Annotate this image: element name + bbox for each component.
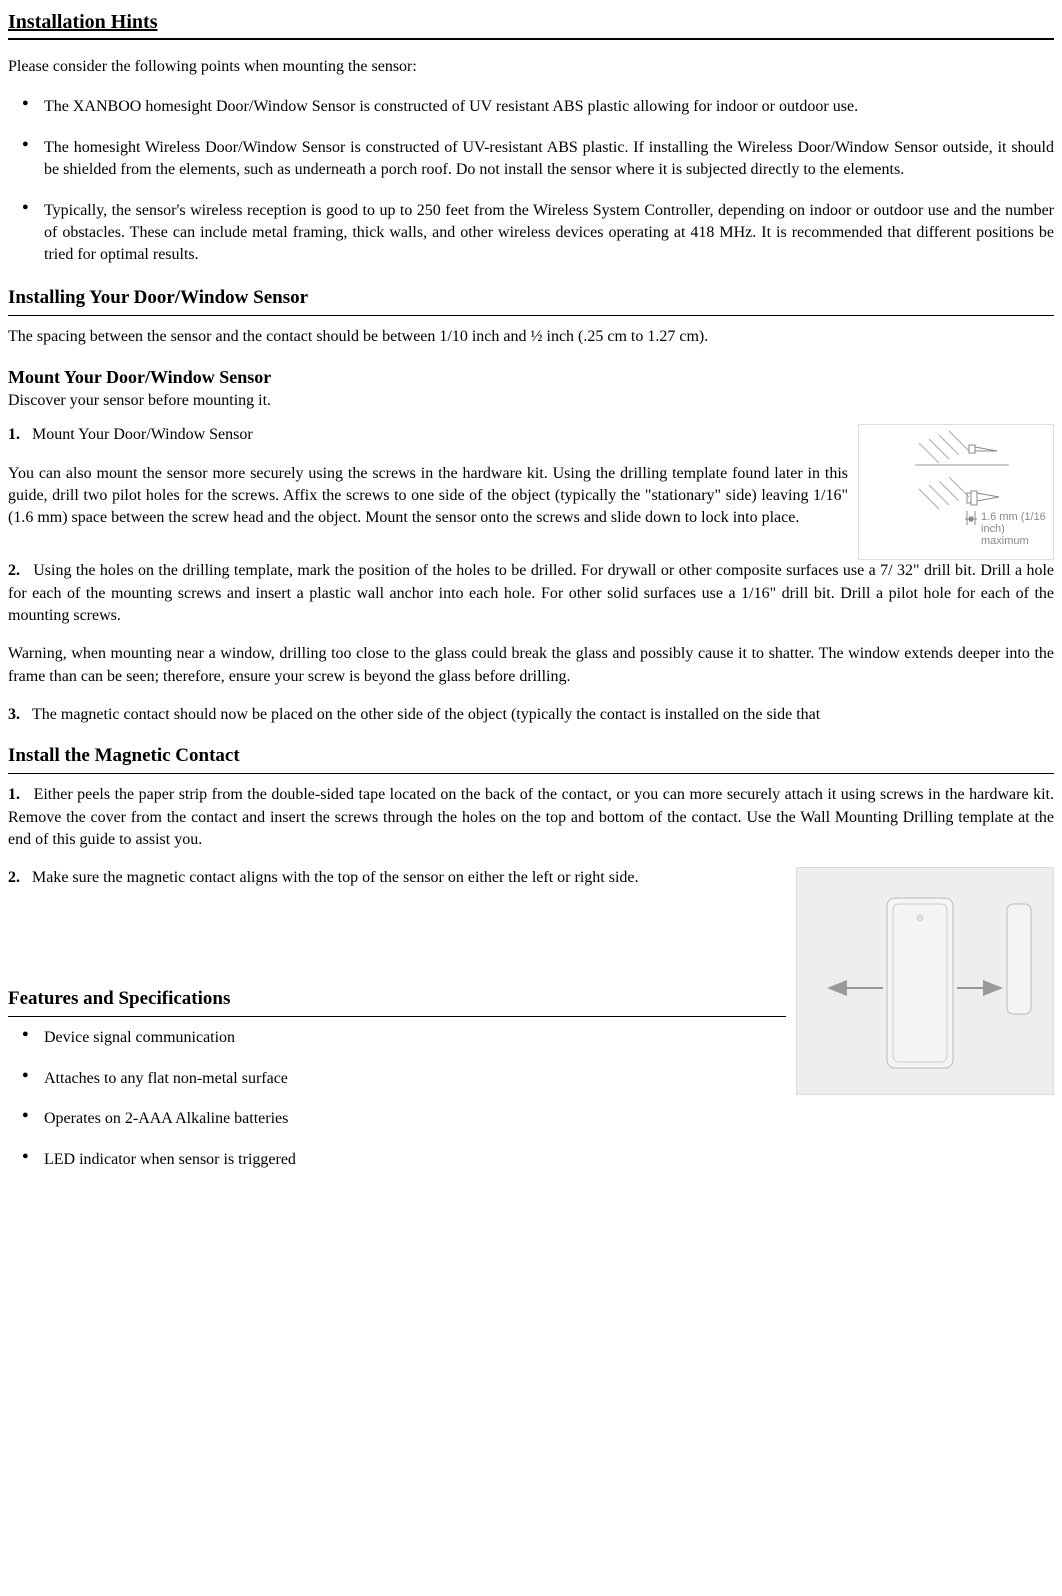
mount-warning: Warning, when mounting near a window, dr… <box>8 643 1054 688</box>
hint-item: Typically, the sensor's wireless recepti… <box>8 200 1054 267</box>
section-rule <box>8 773 1054 774</box>
hint-item: The homesight Wireless Door/Window Senso… <box>8 137 1054 182</box>
step-number: 1. <box>8 426 20 443</box>
hint-item: The XANBOO homesight Door/Window Sensor … <box>8 96 1054 118</box>
screw-diagram-label: 1.6 mm (1/16 inch) maximum <box>981 511 1053 547</box>
page-title: Installation Hints <box>8 8 1054 40</box>
magnet-section-heading: Install the Magnetic Contact <box>8 743 1054 770</box>
intro-text: Please consider the following points whe… <box>8 56 1054 78</box>
discover-text: Discover your sensor before mounting it. <box>8 390 1054 412</box>
step-body-text: The magnetic contact should now be place… <box>32 706 820 723</box>
step-title-text: Mount Your Door/Window Sensor <box>32 426 253 443</box>
mount-step-2: 2. Using the holes on the drilling templ… <box>8 560 1054 627</box>
step-number: 1. <box>8 786 20 803</box>
spacing-text: The spacing between the sensor and the c… <box>8 326 1054 348</box>
step-body-text: Using the holes on the drilling template… <box>8 562 1054 624</box>
step-number: 2. <box>8 562 20 579</box>
feature-item: Device signal communication <box>8 1027 1054 1049</box>
section-rule <box>8 1016 786 1017</box>
section-rule <box>8 315 1054 316</box>
install-section-heading: Installing Your Door/Window Sensor <box>8 285 1054 312</box>
step-body-text: Either peels the paper strip from the do… <box>8 786 1054 848</box>
feature-item: Attaches to any flat non-metal surface <box>8 1068 1054 1090</box>
feature-item: Operates on 2-AAA Alkaline batteries <box>8 1108 1054 1130</box>
step-body-text: Make sure the magnetic contact aligns wi… <box>32 869 639 886</box>
mount-step-3: 3. The magnetic contact should now be pl… <box>8 704 1054 726</box>
feature-item: LED indicator when sensor is triggered <box>8 1149 1054 1171</box>
magnet-step-1: 1. Either peels the paper strip from the… <box>8 784 1054 851</box>
features-list: Device signal communication Attaches to … <box>8 1027 1054 1171</box>
mount-section-heading: Mount Your Door/Window Sensor <box>8 365 1054 390</box>
magnet-alignment-diagram <box>796 867 1054 1095</box>
step-number: 2. <box>8 869 20 886</box>
step-number: 3. <box>8 706 20 723</box>
hints-list: The XANBOO homesight Door/Window Sensor … <box>8 96 1054 266</box>
screw-diagram: 1.6 mm (1/16 inch) maximum <box>858 424 1054 560</box>
